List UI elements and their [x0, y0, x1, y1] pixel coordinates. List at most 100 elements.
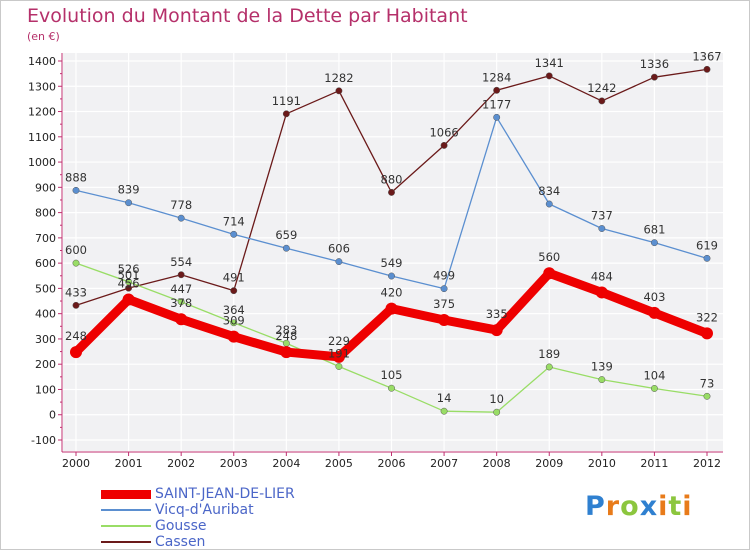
data-point — [177, 214, 185, 222]
data-label: 549 — [381, 256, 403, 270]
data-label: 1284 — [482, 70, 511, 84]
legend-swatch — [101, 525, 151, 527]
data-point — [493, 86, 501, 94]
data-point — [650, 385, 658, 392]
logo-letter: o — [620, 491, 640, 522]
legend-label: Vicq-d'Auribat — [155, 502, 254, 518]
plot-background — [63, 53, 723, 451]
x-tick-label: 2003 — [220, 457, 248, 470]
data-point — [545, 72, 553, 80]
data-point — [545, 363, 553, 371]
data-point — [335, 258, 343, 266]
data-point — [598, 376, 606, 384]
y-tick-label: -100 — [31, 434, 56, 447]
logo-letter: i — [658, 491, 669, 522]
y-tick-label: 200 — [35, 358, 56, 371]
data-label: 309 — [223, 314, 245, 328]
data-point — [648, 306, 661, 319]
x-tick-label: 2004 — [272, 457, 300, 470]
data-point — [388, 188, 395, 196]
data-label: 484 — [591, 269, 613, 283]
data-label: 248 — [65, 329, 87, 343]
data-point — [72, 259, 80, 267]
logo-letter: P — [585, 491, 606, 522]
data-point — [703, 392, 711, 400]
legend-label: Cassen — [155, 534, 206, 550]
data-label: 1367 — [692, 49, 721, 63]
data-label: 191 — [328, 346, 350, 360]
data-point — [545, 200, 553, 208]
data-label: 681 — [643, 223, 665, 237]
data-point — [282, 110, 290, 118]
data-label: 834 — [538, 184, 560, 198]
y-tick-label: 1400 — [28, 55, 56, 68]
y-tick-label: 900 — [35, 181, 56, 194]
data-label: 714 — [223, 214, 245, 228]
y-tick-label: 1000 — [28, 156, 56, 169]
proxiti-logo: Proxiti — [585, 491, 693, 522]
data-point — [703, 254, 711, 262]
x-tick-label: 2010 — [588, 457, 616, 470]
data-point — [388, 384, 395, 392]
data-label: 1282 — [324, 71, 353, 85]
data-point — [72, 301, 80, 309]
data-point — [701, 327, 713, 340]
x-tick-label: 2007 — [430, 457, 458, 470]
y-tick-label: 0 — [49, 409, 56, 422]
data-label: 1341 — [535, 56, 564, 70]
data-point — [177, 271, 185, 279]
y-tick-label: 1100 — [28, 131, 56, 144]
data-point — [438, 313, 451, 326]
x-tick-label: 2011 — [640, 457, 668, 470]
data-label: 1191 — [272, 94, 301, 108]
data-point — [280, 346, 293, 359]
y-tick-label: 1300 — [28, 80, 56, 93]
x-tick-label: 2009 — [535, 457, 563, 470]
data-label: 283 — [275, 323, 297, 337]
data-label: 526 — [118, 262, 140, 276]
legend-swatch — [101, 489, 151, 499]
legend-item-saint-jean-de-lier: SAINT-JEAN-DE-LIER — [101, 486, 295, 502]
data-point — [703, 65, 711, 73]
legend-item-vicq-d-auribat: Vicq-d'Auribat — [101, 502, 295, 518]
data-label: 659 — [275, 228, 297, 242]
data-label: 335 — [486, 307, 508, 321]
data-label: 501 — [118, 268, 140, 282]
data-label: 600 — [65, 243, 87, 257]
data-label: 73 — [700, 376, 715, 390]
data-point — [125, 199, 133, 207]
data-label: 420 — [381, 286, 403, 300]
data-label: 839 — [118, 183, 140, 197]
x-tick-label: 2002 — [167, 457, 195, 470]
y-tick-label: 500 — [35, 282, 56, 295]
data-point — [490, 324, 503, 337]
data-label: 14 — [437, 391, 452, 405]
data-label: 105 — [381, 368, 403, 382]
logo-letter: t — [668, 491, 683, 522]
data-point — [543, 267, 556, 280]
data-label: 433 — [65, 285, 87, 299]
y-tick-label: 800 — [35, 207, 56, 220]
data-label: 447 — [170, 282, 192, 296]
legend-swatch — [101, 509, 151, 511]
data-point — [440, 285, 448, 293]
legend-label: SAINT-JEAN-DE-LIER — [155, 486, 295, 502]
x-tick-label: 2005 — [325, 457, 353, 470]
data-point — [230, 230, 238, 238]
x-tick-label: 2008 — [483, 457, 511, 470]
y-tick-label: 1200 — [28, 106, 56, 119]
data-point — [175, 313, 188, 326]
data-point — [230, 287, 238, 295]
data-point — [230, 319, 238, 327]
logo-letter: r — [605, 491, 621, 522]
data-point — [493, 408, 501, 416]
data-label: 378 — [170, 296, 192, 310]
data-point — [227, 330, 240, 343]
data-label: 375 — [433, 297, 455, 311]
y-tick-label: 600 — [35, 257, 56, 270]
data-point — [650, 239, 658, 247]
chart-title: Evolution du Montant de la Dette par Hab… — [27, 5, 468, 27]
x-tick-label: 2012 — [693, 457, 721, 470]
y-tick-label: 400 — [35, 308, 56, 321]
